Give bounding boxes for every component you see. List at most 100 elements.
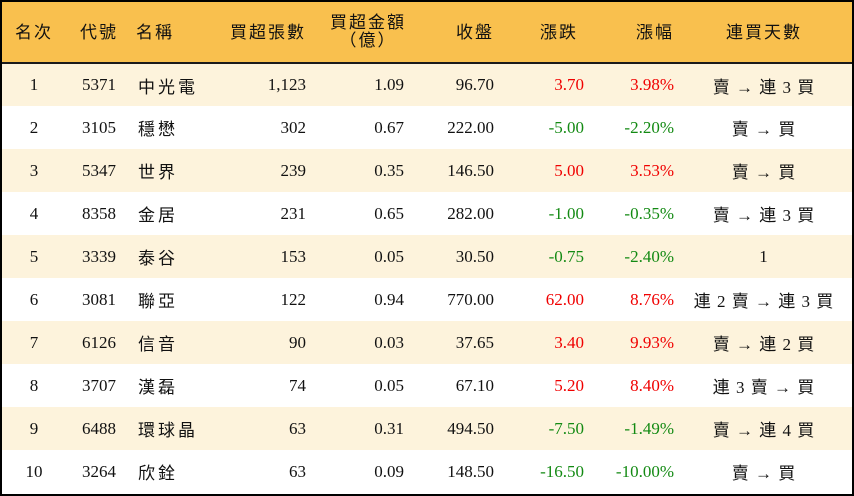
cell-streak: 賣 → 買 (731, 163, 797, 182)
cell-close: 282.00 (447, 203, 494, 223)
header-rank: 名次 (2, 2, 66, 64)
cell-streak: 1 (759, 246, 769, 266)
cell-streak: 連 3 賣 → 買 (712, 378, 816, 397)
header-name: 名稱 (132, 2, 222, 64)
cell-buy-volume: 90 (289, 332, 306, 352)
cell-buy-amount: 0.65 (374, 203, 404, 223)
table-header-row: 名次 代號 名稱 買超張數 買超金額 （億） 收盤 漲跌 漲幅 連買天數 (2, 2, 852, 64)
cell-streak: 賣 → 連 3 買 (712, 206, 816, 225)
cell-close: 96.70 (455, 75, 494, 94)
cell-change-pct: 9.93% (630, 332, 674, 352)
cell-code: 3264 (82, 461, 116, 481)
cell-close: 222.00 (447, 117, 494, 137)
cell-change-pct: 8.40% (630, 375, 674, 395)
cell-rank: 1 (29, 75, 39, 94)
cell-name: 穩懋 (138, 120, 178, 139)
cell-code: 3105 (82, 117, 116, 137)
cell-buy-amount: 0.35 (374, 160, 404, 180)
table-row: 7 6126 信音 90 0.03 37.65 3.40 9.93% 賣 → 連… (2, 321, 852, 364)
cell-rank: 5 (29, 246, 39, 266)
cell-rank: 10 (25, 461, 43, 481)
header-close: 收盤 (406, 2, 496, 64)
cell-streak: 賣 → 買 (731, 120, 797, 139)
cell-streak: 賣 → 連 4 買 (712, 421, 816, 440)
cell-change: 3.70 (554, 75, 584, 94)
cell-change-pct: 3.98% (630, 75, 674, 94)
cell-change-pct: -10.00% (615, 461, 674, 481)
cell-code: 5347 (82, 160, 116, 180)
cell-rank: 6 (29, 289, 39, 309)
cell-code: 6126 (82, 332, 116, 352)
cell-buy-amount: 0.05 (374, 375, 404, 395)
cell-name: 世界 (138, 163, 178, 182)
table-row: 6 3081 聯亞 122 0.94 770.00 62.00 8.76% 連 … (2, 278, 852, 321)
cell-name: 信音 (138, 335, 178, 354)
cell-close: 148.50 (447, 461, 494, 481)
cell-code: 3707 (82, 375, 116, 395)
cell-buy-volume: 239 (280, 160, 307, 180)
cell-name: 泰谷 (138, 249, 178, 268)
cell-close: 37.65 (455, 332, 494, 352)
cell-name: 欣銓 (138, 464, 178, 483)
table-row: 10 3264 欣銓 63 0.09 148.50 -16.50 -10.00%… (2, 450, 852, 493)
cell-buy-amount: 0.67 (374, 117, 404, 137)
table-row: 2 3105 穩懋 302 0.67 222.00 -5.00 -2.20% 賣… (2, 106, 852, 149)
cell-code: 5371 (82, 75, 116, 94)
header-code: 代號 (66, 2, 132, 64)
cell-buy-volume: 1,123 (267, 75, 306, 94)
cell-code: 6488 (82, 418, 116, 438)
cell-name: 漢磊 (138, 378, 178, 397)
cell-buy-volume: 74 (289, 375, 306, 395)
header-change: 漲跌 (496, 2, 586, 64)
table-row: 9 6488 環球晶 63 0.31 494.50 -7.50 -1.49% 賣… (2, 407, 852, 450)
cell-code: 3081 (82, 289, 116, 309)
cell-rank: 7 (29, 332, 39, 352)
cell-change: -16.50 (540, 461, 584, 481)
cell-streak: 連 2 賣 → 連 3 買 (693, 292, 835, 311)
cell-change-pct: -0.35% (624, 203, 674, 223)
header-buy-amount-unit: （億） (339, 31, 397, 50)
table-row: 1 5371 中光電 1,123 1.09 96.70 3.70 3.98% 賣… (2, 63, 852, 106)
cell-change: 3.40 (554, 332, 584, 352)
cell-code: 8358 (82, 203, 116, 223)
cell-close: 770.00 (447, 289, 494, 309)
cell-name: 環球晶 (138, 421, 198, 440)
cell-buy-volume: 302 (280, 117, 307, 137)
cell-buy-amount: 0.05 (374, 246, 404, 266)
cell-buy-amount: 0.09 (374, 461, 404, 481)
cell-buy-amount: 0.94 (374, 289, 404, 309)
cell-change: -5.00 (548, 117, 584, 137)
header-buy-amount-label: 買超金額 (330, 13, 406, 32)
cell-streak: 賣 → 連 2 買 (712, 335, 816, 354)
cell-change-pct: -2.20% (624, 117, 674, 137)
table-row: 5 3339 泰谷 153 0.05 30.50 -0.75 -2.40% 1 (2, 235, 852, 278)
cell-change-pct: -2.40% (624, 246, 674, 266)
cell-change: -1.00 (548, 203, 584, 223)
cell-name: 中光電 (138, 77, 198, 97)
table-row: 8 3707 漢磊 74 0.05 67.10 5.20 8.40% 連 3 賣… (2, 364, 852, 407)
cell-buy-volume: 231 (280, 203, 307, 223)
header-change-pct: 漲幅 (586, 2, 676, 64)
cell-name: 金居 (138, 206, 178, 225)
cell-change: -7.50 (548, 418, 584, 438)
table-row: 4 8358 金居 231 0.65 282.00 -1.00 -0.35% 賣… (2, 192, 852, 235)
cell-rank: 4 (29, 203, 39, 223)
cell-streak: 賣 → 連 3 買 (712, 77, 816, 97)
header-buy-volume: 買超張數 (222, 2, 308, 64)
cell-rank: 3 (29, 160, 39, 180)
cell-rank: 8 (29, 375, 39, 395)
cell-change: 62.00 (545, 289, 584, 309)
cell-close: 494.50 (447, 418, 494, 438)
cell-change: -0.75 (548, 246, 584, 266)
cell-code: 3339 (82, 246, 116, 266)
cell-buy-amount: 0.03 (374, 332, 404, 352)
cell-name: 聯亞 (138, 292, 178, 311)
cell-buy-volume: 153 (280, 246, 307, 266)
cell-change: 5.00 (554, 160, 584, 180)
cell-buy-amount: 0.31 (374, 418, 404, 438)
cell-close: 30.50 (455, 246, 494, 266)
cell-buy-volume: 63 (289, 418, 306, 438)
cell-streak: 賣 → 買 (731, 464, 797, 483)
